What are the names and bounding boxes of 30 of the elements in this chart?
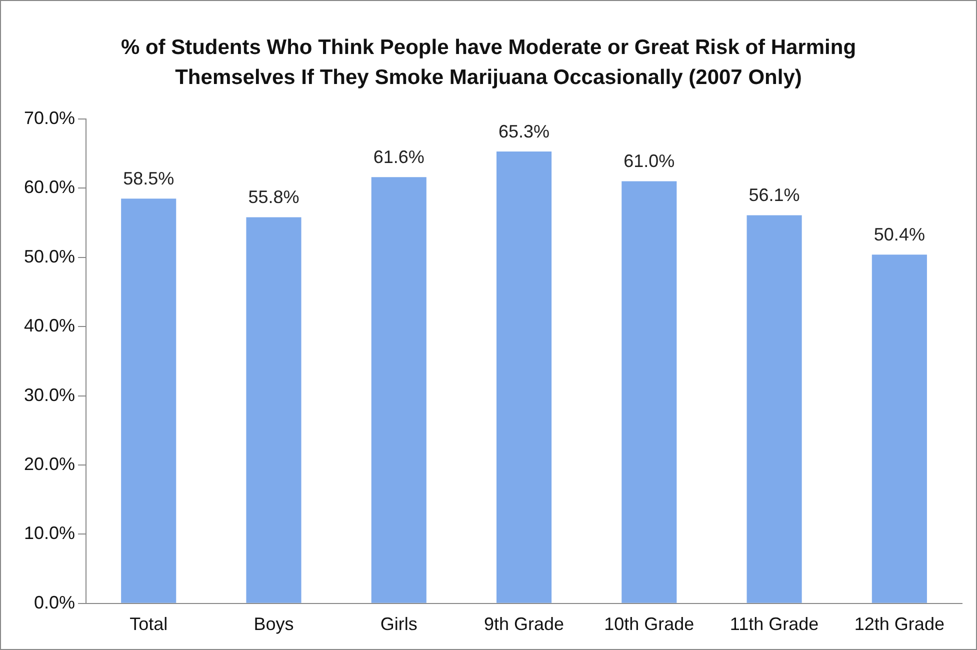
data-label: 61.6% [373, 147, 424, 168]
y-tick-label: 0.0% [34, 592, 76, 612]
data-label: 58.5% [123, 168, 174, 189]
bar [496, 152, 552, 603]
x-tick-label: Total [130, 614, 168, 634]
x-tick-label: Boys [254, 614, 294, 634]
x-tick-label: 10th Grade [604, 614, 694, 634]
y-tick-label: 20.0% [24, 454, 76, 474]
y-tick-label: 60.0% [24, 177, 76, 198]
data-label: 61.0% [624, 151, 675, 172]
chart-title: % of Students Who Think People have Moderate or Great Risk of Harming Themselves If They Smoke Marijuana Occasionally (2007 Only) [120, 35, 858, 91]
bar [246, 217, 302, 603]
x-tick-label: 12th Grade [854, 614, 944, 634]
data-label: 50.4% [874, 224, 925, 245]
y-tick-label: 10.0% [24, 523, 76, 544]
x-tick-label: Girls [380, 614, 418, 634]
bar [121, 198, 176, 603]
bar [872, 254, 927, 603]
y-tick-label: 70.0% [24, 108, 76, 128]
y-tick-label: 50.0% [24, 246, 76, 266]
bar [622, 181, 677, 603]
data-label: 65.3% [498, 121, 550, 142]
bar [746, 215, 802, 603]
y-tick-label: 30.0% [24, 384, 76, 405]
y-tick-label: 40.0% [24, 316, 76, 336]
data-label: 55.8% [248, 187, 300, 208]
x-tick-label: 9th Grade [484, 614, 564, 634]
data-label: 56.1% [748, 185, 800, 206]
bar [371, 177, 426, 603]
x-tick-label: 11th Grade [730, 614, 819, 634]
